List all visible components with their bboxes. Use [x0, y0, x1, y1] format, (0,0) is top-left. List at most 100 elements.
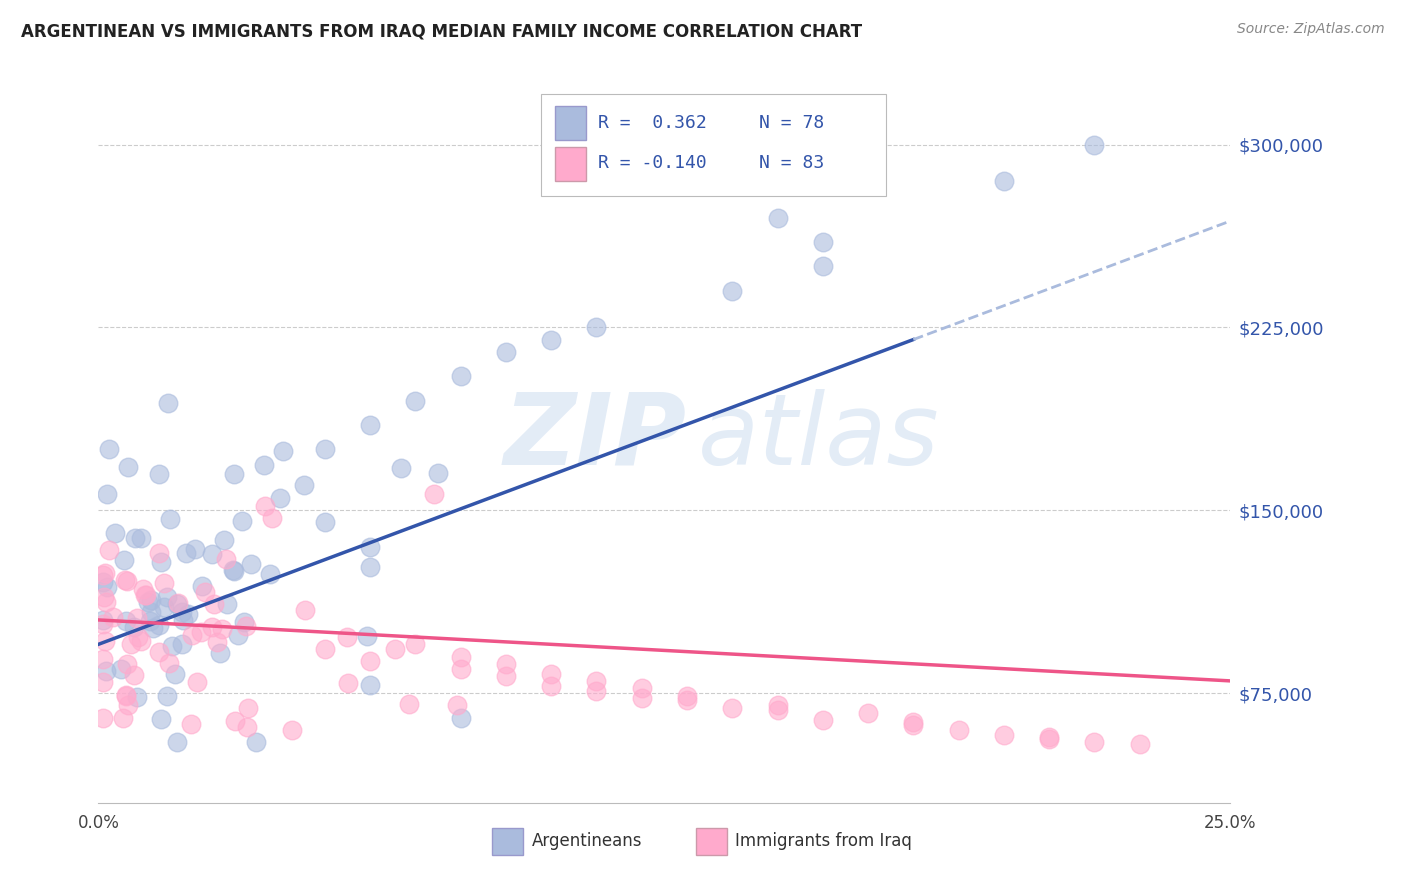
- Point: [148, 467, 170, 481]
- Point: [495, 344, 517, 359]
- Point: [139, 593, 162, 607]
- Text: Argentineans: Argentineans: [531, 832, 643, 850]
- Point: [811, 260, 834, 274]
- Point: [450, 649, 472, 664]
- Point: [585, 673, 607, 688]
- Point: [224, 467, 246, 481]
- Point: [166, 595, 188, 609]
- Point: [139, 614, 162, 628]
- Point: [117, 574, 139, 588]
- Point: [208, 646, 231, 660]
- Point: [180, 716, 202, 731]
- Point: [630, 690, 652, 705]
- Point: [194, 585, 217, 599]
- Point: [217, 597, 239, 611]
- Text: Immigrants from Iraq: Immigrants from Iraq: [735, 832, 912, 850]
- Point: [152, 599, 174, 614]
- Point: [540, 333, 562, 347]
- Point: [359, 678, 381, 692]
- Point: [115, 657, 138, 671]
- Point: [721, 284, 744, 298]
- Point: [495, 669, 517, 683]
- Point: [152, 576, 174, 591]
- Point: [91, 613, 114, 627]
- Point: [993, 727, 1015, 741]
- Point: [811, 713, 834, 727]
- Point: [134, 588, 156, 602]
- Point: [676, 689, 699, 703]
- Point: [585, 320, 607, 334]
- Point: [903, 718, 925, 732]
- Point: [156, 395, 179, 409]
- Point: [1129, 737, 1152, 751]
- Point: [115, 690, 138, 704]
- Point: [177, 607, 200, 621]
- Point: [540, 679, 562, 693]
- Point: [404, 393, 426, 408]
- Point: [404, 637, 426, 651]
- Point: [426, 466, 449, 480]
- Point: [294, 603, 316, 617]
- Point: [91, 575, 114, 590]
- Point: [114, 573, 136, 587]
- Point: [495, 657, 517, 671]
- Point: [948, 723, 970, 737]
- Point: [156, 590, 179, 604]
- Point: [142, 621, 165, 635]
- Point: [423, 486, 446, 500]
- Point: [993, 174, 1015, 188]
- Point: [337, 675, 360, 690]
- Point: [148, 645, 170, 659]
- Text: N = 83: N = 83: [759, 154, 824, 172]
- Point: [149, 555, 172, 569]
- Point: [236, 720, 259, 734]
- Point: [450, 369, 472, 384]
- Point: [135, 588, 157, 602]
- Point: [232, 615, 254, 629]
- Point: [94, 665, 117, 679]
- Point: [359, 654, 381, 668]
- Point: [585, 683, 607, 698]
- Point: [269, 491, 291, 505]
- Point: [183, 541, 205, 556]
- Point: [721, 700, 744, 714]
- Point: [120, 637, 142, 651]
- Point: [314, 516, 336, 530]
- Point: [676, 693, 699, 707]
- Text: R =  0.362: R = 0.362: [598, 114, 706, 132]
- Point: [110, 662, 132, 676]
- Point: [191, 579, 214, 593]
- Point: [384, 641, 406, 656]
- Point: [94, 633, 117, 648]
- Point: [903, 715, 925, 730]
- Point: [91, 652, 114, 666]
- Point: [215, 551, 238, 566]
- Point: [104, 525, 127, 540]
- Point: [115, 688, 138, 702]
- Point: [359, 560, 381, 574]
- Point: [231, 515, 253, 529]
- Point: [1083, 137, 1105, 152]
- Point: [211, 623, 233, 637]
- Point: [856, 706, 879, 720]
- Point: [139, 605, 162, 619]
- Point: [91, 567, 114, 582]
- Point: [446, 698, 468, 713]
- Point: [94, 566, 117, 581]
- Point: [148, 617, 170, 632]
- Point: [122, 667, 145, 681]
- Point: [103, 609, 125, 624]
- Point: [450, 711, 472, 725]
- Point: [174, 546, 197, 560]
- Point: [212, 533, 235, 547]
- Point: [356, 629, 378, 643]
- Point: [389, 460, 412, 475]
- Point: [91, 711, 114, 725]
- Text: N = 78: N = 78: [759, 114, 824, 132]
- Point: [235, 619, 257, 633]
- Point: [131, 582, 153, 596]
- Point: [91, 616, 114, 631]
- Point: [186, 675, 208, 690]
- Point: [205, 635, 228, 649]
- Point: [201, 620, 224, 634]
